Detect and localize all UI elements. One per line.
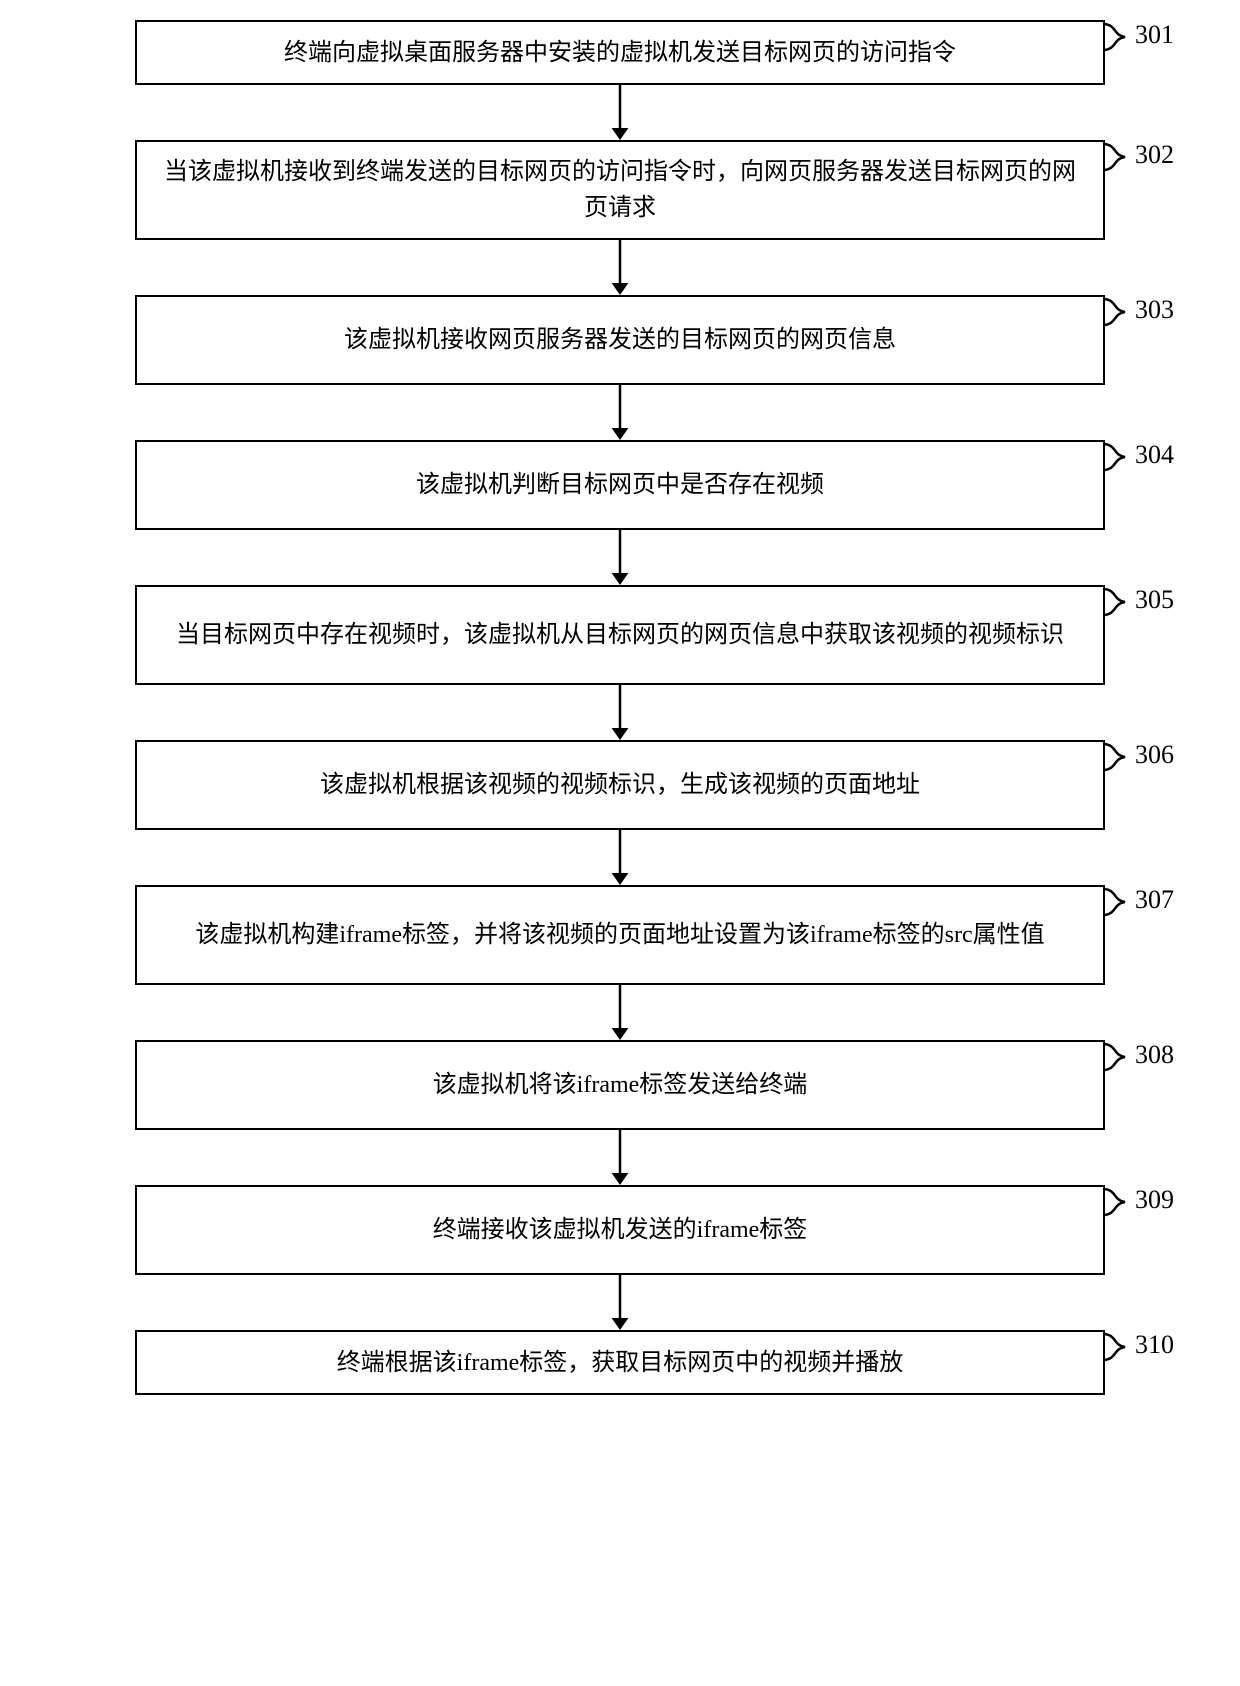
step-text: 终端根据该iframe标签，获取目标网页中的视频并播放 (337, 1345, 904, 1381)
arrow-down-icon (605, 385, 635, 440)
arrow-301-to-302 (0, 85, 1240, 140)
arrow-302-to-303 (0, 240, 1240, 295)
step-label-305: 305 (1135, 585, 1174, 615)
step-row-309: 终端接收该虚拟机发送的iframe标签 309 (0, 1185, 1240, 1275)
step-row-302: 当该虚拟机接收到终端发送的目标网页的访问指令时，向网页服务器发送目标网页的网页请… (0, 140, 1240, 240)
step-row-304: 该虚拟机判断目标网页中是否存在视频 304 (0, 440, 1240, 530)
step-box-308: 该虚拟机将该iframe标签发送给终端 (135, 1040, 1105, 1130)
label-bracket-icon (1103, 1332, 1138, 1372)
arrow-down-icon (605, 530, 635, 585)
step-text: 终端接收该虚拟机发送的iframe标签 (433, 1212, 808, 1248)
arrow-304-to-305 (0, 530, 1240, 585)
step-box-301: 终端向虚拟桌面服务器中安装的虚拟机发送目标网页的访问指令 (135, 20, 1105, 85)
step-label-306: 306 (1135, 740, 1174, 770)
step-text: 该虚拟机判断目标网页中是否存在视频 (416, 467, 824, 503)
step-label-308: 308 (1135, 1040, 1174, 1070)
flowchart-container: 终端向虚拟桌面服务器中安装的虚拟机发送目标网页的访问指令 301 当该虚拟机接收到终… (0, 20, 1240, 1395)
arrow-down-icon (605, 1275, 635, 1330)
step-label-310: 310 (1135, 1330, 1174, 1360)
arrow-down-icon (605, 240, 635, 295)
step-row-306: 该虚拟机根据该视频的视频标识，生成该视频的页面地址 306 (0, 740, 1240, 830)
arrow-308-to-309 (0, 1130, 1240, 1185)
arrow-down-icon (605, 85, 635, 140)
step-box-306: 该虚拟机根据该视频的视频标识，生成该视频的页面地址 (135, 740, 1105, 830)
step-text: 该虚拟机将该iframe标签发送给终端 (433, 1067, 808, 1103)
step-row-301: 终端向虚拟桌面服务器中安装的虚拟机发送目标网页的访问指令 301 (0, 20, 1240, 85)
label-bracket-icon (1103, 742, 1138, 782)
arrow-307-to-308 (0, 985, 1240, 1040)
step-row-303: 该虚拟机接收网页服务器发送的目标网页的网页信息 303 (0, 295, 1240, 385)
arrow-303-to-304 (0, 385, 1240, 440)
step-text: 该虚拟机接收网页服务器发送的目标网页的网页信息 (344, 322, 896, 358)
step-box-303: 该虚拟机接收网页服务器发送的目标网页的网页信息 (135, 295, 1105, 385)
step-text: 当该虚拟机接收到终端发送的目标网页的访问指令时，向网页服务器发送目标网页的网页请… (157, 154, 1083, 226)
arrow-down-icon (605, 1130, 635, 1185)
step-text: 该虚拟机根据该视频的视频标识，生成该视频的页面地址 (320, 767, 920, 803)
step-row-307: 该虚拟机构建iframe标签，并将该视频的页面地址设置为该iframe标签的sr… (0, 885, 1240, 985)
step-label-304: 304 (1135, 440, 1174, 470)
step-row-308: 该虚拟机将该iframe标签发送给终端 308 (0, 1040, 1240, 1130)
step-label-303: 303 (1135, 295, 1174, 325)
step-box-305: 当目标网页中存在视频时，该虚拟机从目标网页的网页信息中获取该视频的视频标识 (135, 585, 1105, 685)
arrow-down-icon (605, 685, 635, 740)
step-text: 当目标网页中存在视频时，该虚拟机从目标网页的网页信息中获取该视频的视频标识 (176, 617, 1064, 653)
arrow-down-icon (605, 985, 635, 1040)
step-label-307: 307 (1135, 885, 1174, 915)
step-text: 终端向虚拟桌面服务器中安装的虚拟机发送目标网页的访问指令 (284, 35, 956, 71)
step-label-309: 309 (1135, 1185, 1174, 1215)
step-box-309: 终端接收该虚拟机发送的iframe标签 (135, 1185, 1105, 1275)
label-bracket-icon (1103, 1187, 1138, 1227)
arrow-309-to-310 (0, 1275, 1240, 1330)
step-text: 该虚拟机构建iframe标签，并将该视频的页面地址设置为该iframe标签的sr… (195, 917, 1044, 953)
label-bracket-icon (1103, 1042, 1138, 1082)
step-row-310: 终端根据该iframe标签，获取目标网页中的视频并播放 310 (0, 1330, 1240, 1395)
step-box-310: 终端根据该iframe标签，获取目标网页中的视频并播放 (135, 1330, 1105, 1395)
arrow-306-to-307 (0, 830, 1240, 885)
step-label-302: 302 (1135, 140, 1174, 170)
arrow-305-to-306 (0, 685, 1240, 740)
label-bracket-icon (1103, 442, 1138, 482)
step-box-304: 该虚拟机判断目标网页中是否存在视频 (135, 440, 1105, 530)
label-bracket-icon (1103, 22, 1138, 62)
arrow-down-icon (605, 830, 635, 885)
step-box-302: 当该虚拟机接收到终端发送的目标网页的访问指令时，向网页服务器发送目标网页的网页请… (135, 140, 1105, 240)
label-bracket-icon (1103, 142, 1138, 182)
label-bracket-icon (1103, 887, 1138, 927)
step-row-305: 当目标网页中存在视频时，该虚拟机从目标网页的网页信息中获取该视频的视频标识 305 (0, 585, 1240, 685)
label-bracket-icon (1103, 587, 1138, 627)
step-box-307: 该虚拟机构建iframe标签，并将该视频的页面地址设置为该iframe标签的sr… (135, 885, 1105, 985)
label-bracket-icon (1103, 297, 1138, 337)
step-label-301: 301 (1135, 20, 1174, 50)
